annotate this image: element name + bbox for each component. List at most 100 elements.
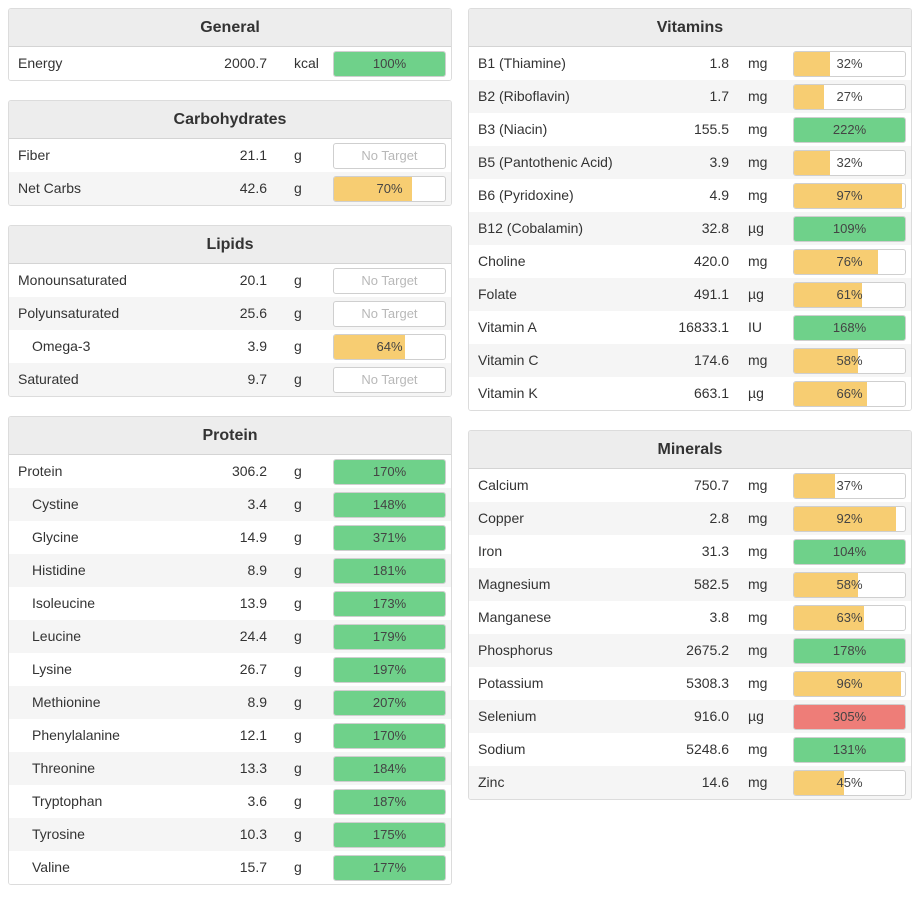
nutrient-row[interactable]: Vitamin A 16833.1 IU 168% <box>469 311 911 344</box>
nutrient-row[interactable]: B6 (Pyridoxine) 4.9 mg 97% <box>469 179 911 212</box>
nutrient-row[interactable]: Monounsaturated 20.1 g No Target <box>9 264 451 297</box>
target-percent-label: 32% <box>836 155 863 170</box>
nutrient-row[interactable]: Magnesium 582.5 mg 58% <box>469 568 911 601</box>
nutrient-row[interactable]: Selenium 916.0 µg 305% <box>469 700 911 733</box>
nutrient-name: Copper <box>478 510 524 526</box>
nutrient-row[interactable]: Phosphorus 2675.2 mg 178% <box>469 634 911 667</box>
minerals-panel-title: Minerals <box>469 431 911 469</box>
nutrient-row[interactable]: Histidine 8.9 g 181% <box>9 554 451 587</box>
target-progress-fill <box>334 757 445 781</box>
nutrient-row[interactable]: Folate 491.1 µg 61% <box>469 278 911 311</box>
nutrient-unit: g <box>294 180 302 196</box>
nutrient-row[interactable]: Tryptophan 3.6 g 187% <box>9 785 451 818</box>
target-progress-fill <box>334 335 406 359</box>
nutrient-row[interactable]: Phenylalanine 12.1 g 170% <box>9 719 451 752</box>
target-percent-label: 197% <box>372 662 407 677</box>
target-progress-bar: 64% <box>333 334 446 360</box>
nutrient-row[interactable]: Manganese 3.8 mg 63% <box>469 601 911 634</box>
nutrient-row[interactable]: Isoleucine 13.9 g 173% <box>9 587 451 620</box>
nutrient-row[interactable]: Methionine 8.9 g 207% <box>9 686 451 719</box>
nutrient-name: B2 (Riboflavin) <box>478 88 570 104</box>
vitamins-panel: Vitamins B1 (Thiamine) 1.8 mg 32% B2 (Ribofla… <box>468 8 912 411</box>
nutrient-amount: 25.6 <box>239 305 267 321</box>
nutrient-name: Manganese <box>478 609 552 625</box>
nutrient-row[interactable]: Iron 31.3 mg 104% <box>469 535 911 568</box>
nutrient-name: Valine <box>32 859 70 875</box>
nutrient-row[interactable]: B2 (Riboflavin) 1.7 mg 27% <box>469 80 911 113</box>
nutrient-row[interactable]: Threonine 13.3 g 184% <box>9 752 451 785</box>
nutrient-row[interactable]: Valine 15.7 g 177% <box>9 851 451 884</box>
nutrient-name: Magnesium <box>478 576 551 592</box>
nutrient-row[interactable]: Lysine 26.7 g 197% <box>9 653 451 686</box>
target-percent-label: 148% <box>372 497 407 512</box>
target-progress-fill <box>794 705 905 729</box>
carbohydrates-rows: Fiber 21.1 g No Target Net Carbs 42.6 g 70% <box>9 139 451 205</box>
nutrient-unit: mg <box>748 741 768 757</box>
nutrient-amount: 13.9 <box>239 595 267 611</box>
nutrient-row[interactable]: B12 (Cobalamin) 32.8 µg 109% <box>469 212 911 245</box>
nutrient-row[interactable]: Polyunsaturated 25.6 g No Target <box>9 297 451 330</box>
target-progress-fill <box>334 724 445 748</box>
nutrient-row[interactable]: Glycine 14.9 g 371% <box>9 521 451 554</box>
target-progress-bar: 61% <box>793 282 906 308</box>
target-percent-label: 109% <box>832 221 867 236</box>
target-percent-label: No Target <box>361 148 418 163</box>
nutrient-row[interactable]: Fiber 21.1 g No Target <box>9 139 451 172</box>
lipids-panel-title: Lipids <box>9 226 451 264</box>
target-progress-bar: 97% <box>793 183 906 209</box>
nutrient-row[interactable]: Saturated 9.7 g No Target <box>9 363 451 396</box>
nutrient-row[interactable]: Vitamin C 174.6 mg 58% <box>469 344 911 377</box>
nutrient-amount: 3.6 <box>247 793 267 809</box>
nutrient-name: Glycine <box>32 529 79 545</box>
nutrient-row[interactable]: Choline 420.0 mg 76% <box>469 245 911 278</box>
nutrient-row[interactable]: Tyrosine 10.3 g 175% <box>9 818 451 851</box>
target-progress-fill <box>794 250 879 274</box>
nutrient-row[interactable]: Zinc 14.6 mg 45% <box>469 766 911 799</box>
nutrient-row[interactable]: Omega-3 3.9 g 64% <box>9 330 451 363</box>
minerals-panel: Minerals Calcium 750.7 mg 37% Copper 2.8 mg 92% I… <box>468 430 912 800</box>
nutrient-unit: IU <box>748 319 762 335</box>
target-progress-fill <box>794 283 862 307</box>
nutrient-row[interactable]: Calcium 750.7 mg 37% <box>469 469 911 502</box>
target-progress-fill <box>794 573 859 597</box>
target-progress-bar: No Target <box>333 143 446 169</box>
nutrient-name: Polyunsaturated <box>18 305 120 321</box>
nutrient-name: Cystine <box>32 496 79 512</box>
target-progress-fill <box>794 606 864 630</box>
nutrient-row[interactable]: Protein 306.2 g 170% <box>9 455 451 488</box>
target-progress-fill <box>334 177 412 201</box>
target-percent-label: 187% <box>372 794 407 809</box>
nutrient-unit: mg <box>748 253 768 269</box>
nutrient-row[interactable]: Copper 2.8 mg 92% <box>469 502 911 535</box>
general-panel-title: General <box>9 9 451 47</box>
nutrient-row[interactable]: Cystine 3.4 g 148% <box>9 488 451 521</box>
target-percent-label: 97% <box>836 188 863 203</box>
nutrient-row[interactable]: Potassium 5308.3 mg 96% <box>469 667 911 700</box>
right-column: Vitamins B1 (Thiamine) 1.8 mg 32% B2 (Ribofla… <box>468 8 912 819</box>
target-progress-bar: No Target <box>333 301 446 327</box>
nutrient-row[interactable]: Sodium 5248.6 mg 131% <box>469 733 911 766</box>
nutrient-name: Net Carbs <box>18 180 82 196</box>
target-progress-fill <box>334 790 445 814</box>
nutrient-row[interactable]: Leucine 24.4 g 179% <box>9 620 451 653</box>
nutrient-row[interactable]: B5 (Pantothenic Acid) 3.9 mg 32% <box>469 146 911 179</box>
nutrient-row[interactable]: Vitamin K 663.1 µg 66% <box>469 377 911 410</box>
nutrient-name: Histidine <box>32 562 86 578</box>
nutrient-unit: mg <box>748 774 768 790</box>
target-percent-label: 181% <box>372 563 407 578</box>
carbohydrates-panel-title: Carbohydrates <box>9 101 451 139</box>
target-progress-bar: 305% <box>793 704 906 730</box>
nutrient-unit: g <box>294 826 302 842</box>
nutrient-unit: mg <box>748 609 768 625</box>
target-progress-bar: 178% <box>793 638 906 664</box>
nutrient-row[interactable]: Net Carbs 42.6 g 70% <box>9 172 451 205</box>
target-progress-bar: 92% <box>793 506 906 532</box>
nutrient-row[interactable]: B3 (Niacin) 155.5 mg 222% <box>469 113 911 146</box>
target-progress-bar: 58% <box>793 348 906 374</box>
nutrient-amount: 8.9 <box>247 562 267 578</box>
nutrient-row[interactable]: B1 (Thiamine) 1.8 mg 32% <box>469 47 911 80</box>
nutrient-name: Saturated <box>18 371 79 387</box>
nutrient-row[interactable]: Energy 2000.7 kcal 100% <box>9 47 451 80</box>
nutrient-unit: g <box>294 272 302 288</box>
target-progress-bar: 104% <box>793 539 906 565</box>
